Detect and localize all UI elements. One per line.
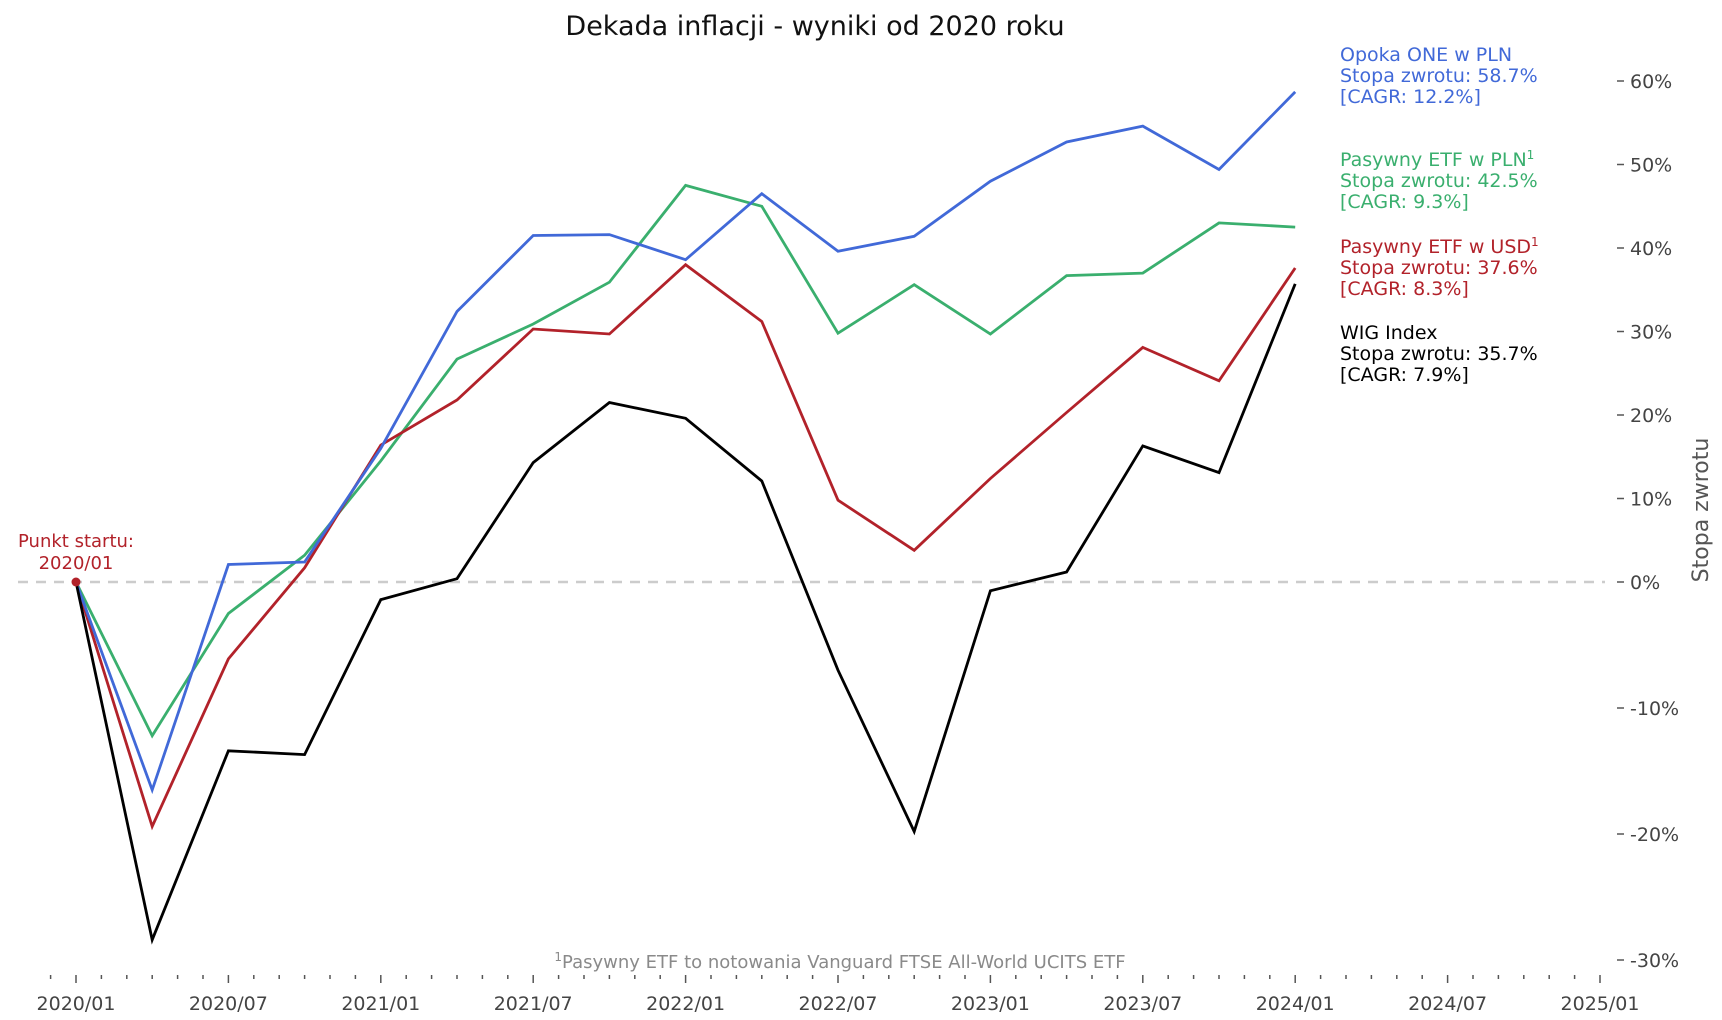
- y-tick-label: 50%: [1630, 155, 1672, 177]
- x-tick-label: 2022/07: [799, 993, 878, 1015]
- x-axis-ticks: 2020/01 2020/07 2021/01 2021/07 2022/01 2022/…: [37, 975, 1640, 1015]
- legend-cagr: [CAGR: 7.9%]: [1340, 364, 1469, 386]
- legend-footnote-mark: 1: [1527, 148, 1535, 162]
- legend-series-name: Pasywny ETF w PLN1: [1340, 148, 1534, 171]
- y-tick-label: 30%: [1630, 322, 1672, 344]
- series-line-opoka-one-w-pln: [74, 90, 1297, 795]
- legend-cagr: [CAGR: 9.3%]: [1340, 191, 1469, 213]
- start-label-line2: 2020/01: [39, 553, 114, 574]
- series-lines: [74, 90, 1297, 945]
- y-tick-label: 40%: [1630, 238, 1672, 260]
- y-tick-label: 10%: [1630, 489, 1672, 511]
- footnote-text: Pasywny ETF to notowania Vanguard FTSE A…: [562, 952, 1126, 973]
- legend-name-text: Opoka ONE w PLN: [1340, 44, 1512, 66]
- legend-name-text: Pasywny ETF w PLN: [1340, 149, 1527, 171]
- y-tick-label: 20%: [1630, 405, 1672, 427]
- legend-name-text: Pasywny ETF w USD: [1340, 236, 1531, 258]
- chart-title: Dekada inflacji - wyniki od 2020 roku: [565, 11, 1064, 42]
- x-tick-label: 2023/01: [951, 993, 1030, 1015]
- legend-series-name: WIG Index: [1340, 322, 1437, 344]
- legend-return: Stopa zwrotu: 42.5%: [1340, 170, 1538, 192]
- series-line-pasywny-etf-w-pln: [74, 183, 1296, 739]
- y-tick-label: 60%: [1630, 71, 1672, 93]
- legend-return: Stopa zwrotu: 35.7%: [1340, 343, 1538, 365]
- x-tick-label: 2021/07: [494, 993, 573, 1015]
- start-label-line1: Punkt startu:: [18, 531, 134, 552]
- x-tick-label: 2024/01: [1256, 993, 1335, 1015]
- x-tick-label: 2020/01: [37, 993, 116, 1015]
- start-point-marker: [71, 577, 81, 587]
- legend-name-text: WIG Index: [1340, 322, 1437, 344]
- y-axis-label: Stopa zwrotu: [1689, 438, 1714, 583]
- legend-cagr: [CAGR: 8.3%]: [1340, 278, 1469, 300]
- y-tick-label: -10%: [1630, 698, 1679, 720]
- y-tick-label: -30%: [1630, 950, 1679, 972]
- x-tick-label: 2023/07: [1103, 993, 1182, 1015]
- legend-return: Stopa zwrotu: 37.6%: [1340, 257, 1538, 279]
- legend-footnote-mark: 1: [1531, 235, 1539, 249]
- series-line-wig-index: [74, 283, 1297, 945]
- x-tick-label: 2020/07: [189, 993, 268, 1015]
- x-tick-label: 2022/01: [646, 993, 725, 1015]
- footnote-mark: 1: [554, 950, 562, 964]
- x-tick-label: 2021/01: [341, 993, 420, 1015]
- y-tick-label: -20%: [1630, 824, 1679, 846]
- footnote: 1Pasywny ETF to notowania Vanguard FTSE …: [554, 950, 1125, 973]
- legend-series-name: Pasywny ETF w USD1: [1340, 235, 1539, 258]
- series-line-pasywny-etf-w-usd: [74, 262, 1297, 831]
- legend-return: Stopa zwrotu: 58.7%: [1340, 65, 1538, 87]
- y-tick-label: 0%: [1630, 572, 1660, 594]
- legend-series-name: Opoka ONE w PLN: [1340, 44, 1512, 66]
- x-tick-label: 2025/01: [1561, 993, 1640, 1015]
- y-axis-ticks: 60% 50% 40% 30% 20% 10% 0% -10% -20% -30%: [1617, 71, 1679, 972]
- x-tick-label: 2024/07: [1408, 993, 1487, 1015]
- legend-cagr: [CAGR: 12.2%]: [1340, 86, 1481, 108]
